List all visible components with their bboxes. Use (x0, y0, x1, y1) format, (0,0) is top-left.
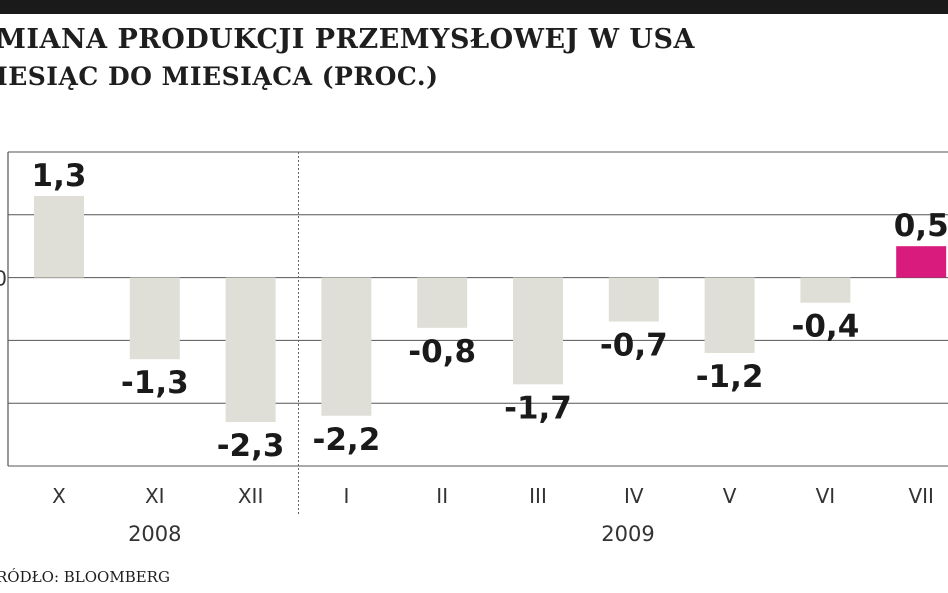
source-note: RÓDŁO: BLOOMBERG (0, 568, 170, 586)
year-label-2009: 2009 (601, 522, 654, 546)
y-tick-label-0: 0 (0, 267, 7, 291)
category-label-III: III (529, 484, 547, 508)
chart-title: MIANA PRODUKCJI PRZEMYSŁOWEJ W USA (0, 24, 695, 55)
bar-I (321, 277, 372, 416)
category-label-VI: VI (816, 484, 836, 508)
top-bar (0, 0, 948, 14)
category-label-IV: IV (624, 484, 644, 508)
bar-II (417, 277, 468, 328)
chart-subtitle: IESIĄC DO MIESIĄCA (PROC.) (0, 62, 439, 91)
category-label-II: II (436, 484, 448, 508)
value-label-V: -1,2 (696, 359, 764, 395)
bar-XII (225, 277, 276, 423)
bar-VII (896, 246, 947, 278)
bar-X (34, 195, 84, 278)
category-label-XII: XII (238, 484, 264, 508)
category-label-V: V (723, 484, 737, 508)
value-label-VII: 0,5 (894, 208, 948, 244)
bar-IV (608, 277, 659, 322)
value-label-I: -2,2 (313, 422, 381, 458)
value-label-IV: -0,7 (600, 328, 668, 364)
bar-VI (800, 277, 851, 303)
bar-III (513, 277, 563, 385)
category-label-X: X (52, 484, 66, 508)
bar-XI (129, 277, 180, 360)
value-label-VI: -0,4 (792, 309, 860, 345)
value-label-III: -1,7 (504, 390, 572, 426)
value-label-X: 1,3 (32, 158, 87, 194)
category-label-VII: VII (908, 484, 933, 508)
value-label-II: -0,8 (408, 334, 476, 370)
year-label-2008: 2008 (128, 522, 181, 546)
value-label-XII: -2,3 (217, 428, 285, 464)
value-label-XI: -1,3 (121, 365, 189, 401)
category-label-I: I (343, 484, 349, 508)
bar-V (704, 277, 755, 353)
category-label-XI: XI (145, 484, 165, 508)
